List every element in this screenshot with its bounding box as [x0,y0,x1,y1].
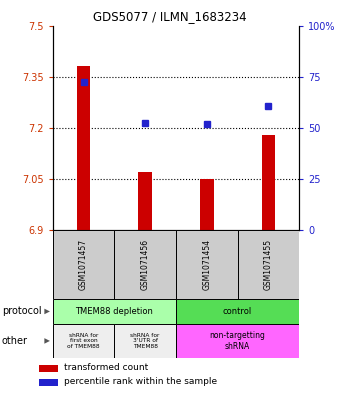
Bar [176,324,299,358]
Bar [114,324,176,358]
Text: transformed count: transformed count [64,364,148,372]
Text: non-targetting
shRNA: non-targetting shRNA [210,331,266,351]
Text: other: other [2,336,28,346]
Text: GSM1071456: GSM1071456 [141,239,150,290]
Bar [77,66,90,230]
Bar [38,365,58,372]
Text: TMEM88 depletion: TMEM88 depletion [75,307,153,316]
Text: GSM1071457: GSM1071457 [79,239,88,290]
Bar [261,134,275,230]
Bar [238,230,299,299]
Bar [176,230,238,299]
Text: control: control [223,307,252,316]
Text: GDS5077 / ILMN_1683234: GDS5077 / ILMN_1683234 [93,10,247,23]
Text: protocol: protocol [2,307,41,316]
Bar [53,299,176,324]
Text: GSM1071454: GSM1071454 [202,239,211,290]
Bar [114,230,176,299]
Text: GSM1071455: GSM1071455 [264,239,273,290]
Text: shRNA for
first exon
of TMEM88: shRNA for first exon of TMEM88 [67,332,100,349]
Bar [38,379,58,386]
Text: shRNA for
3'UTR of
TMEM88: shRNA for 3'UTR of TMEM88 [131,332,160,349]
Bar [53,230,114,299]
Bar [176,299,299,324]
Text: percentile rank within the sample: percentile rank within the sample [64,378,217,386]
Bar [53,324,114,358]
Bar [138,172,152,230]
Bar [200,179,214,230]
